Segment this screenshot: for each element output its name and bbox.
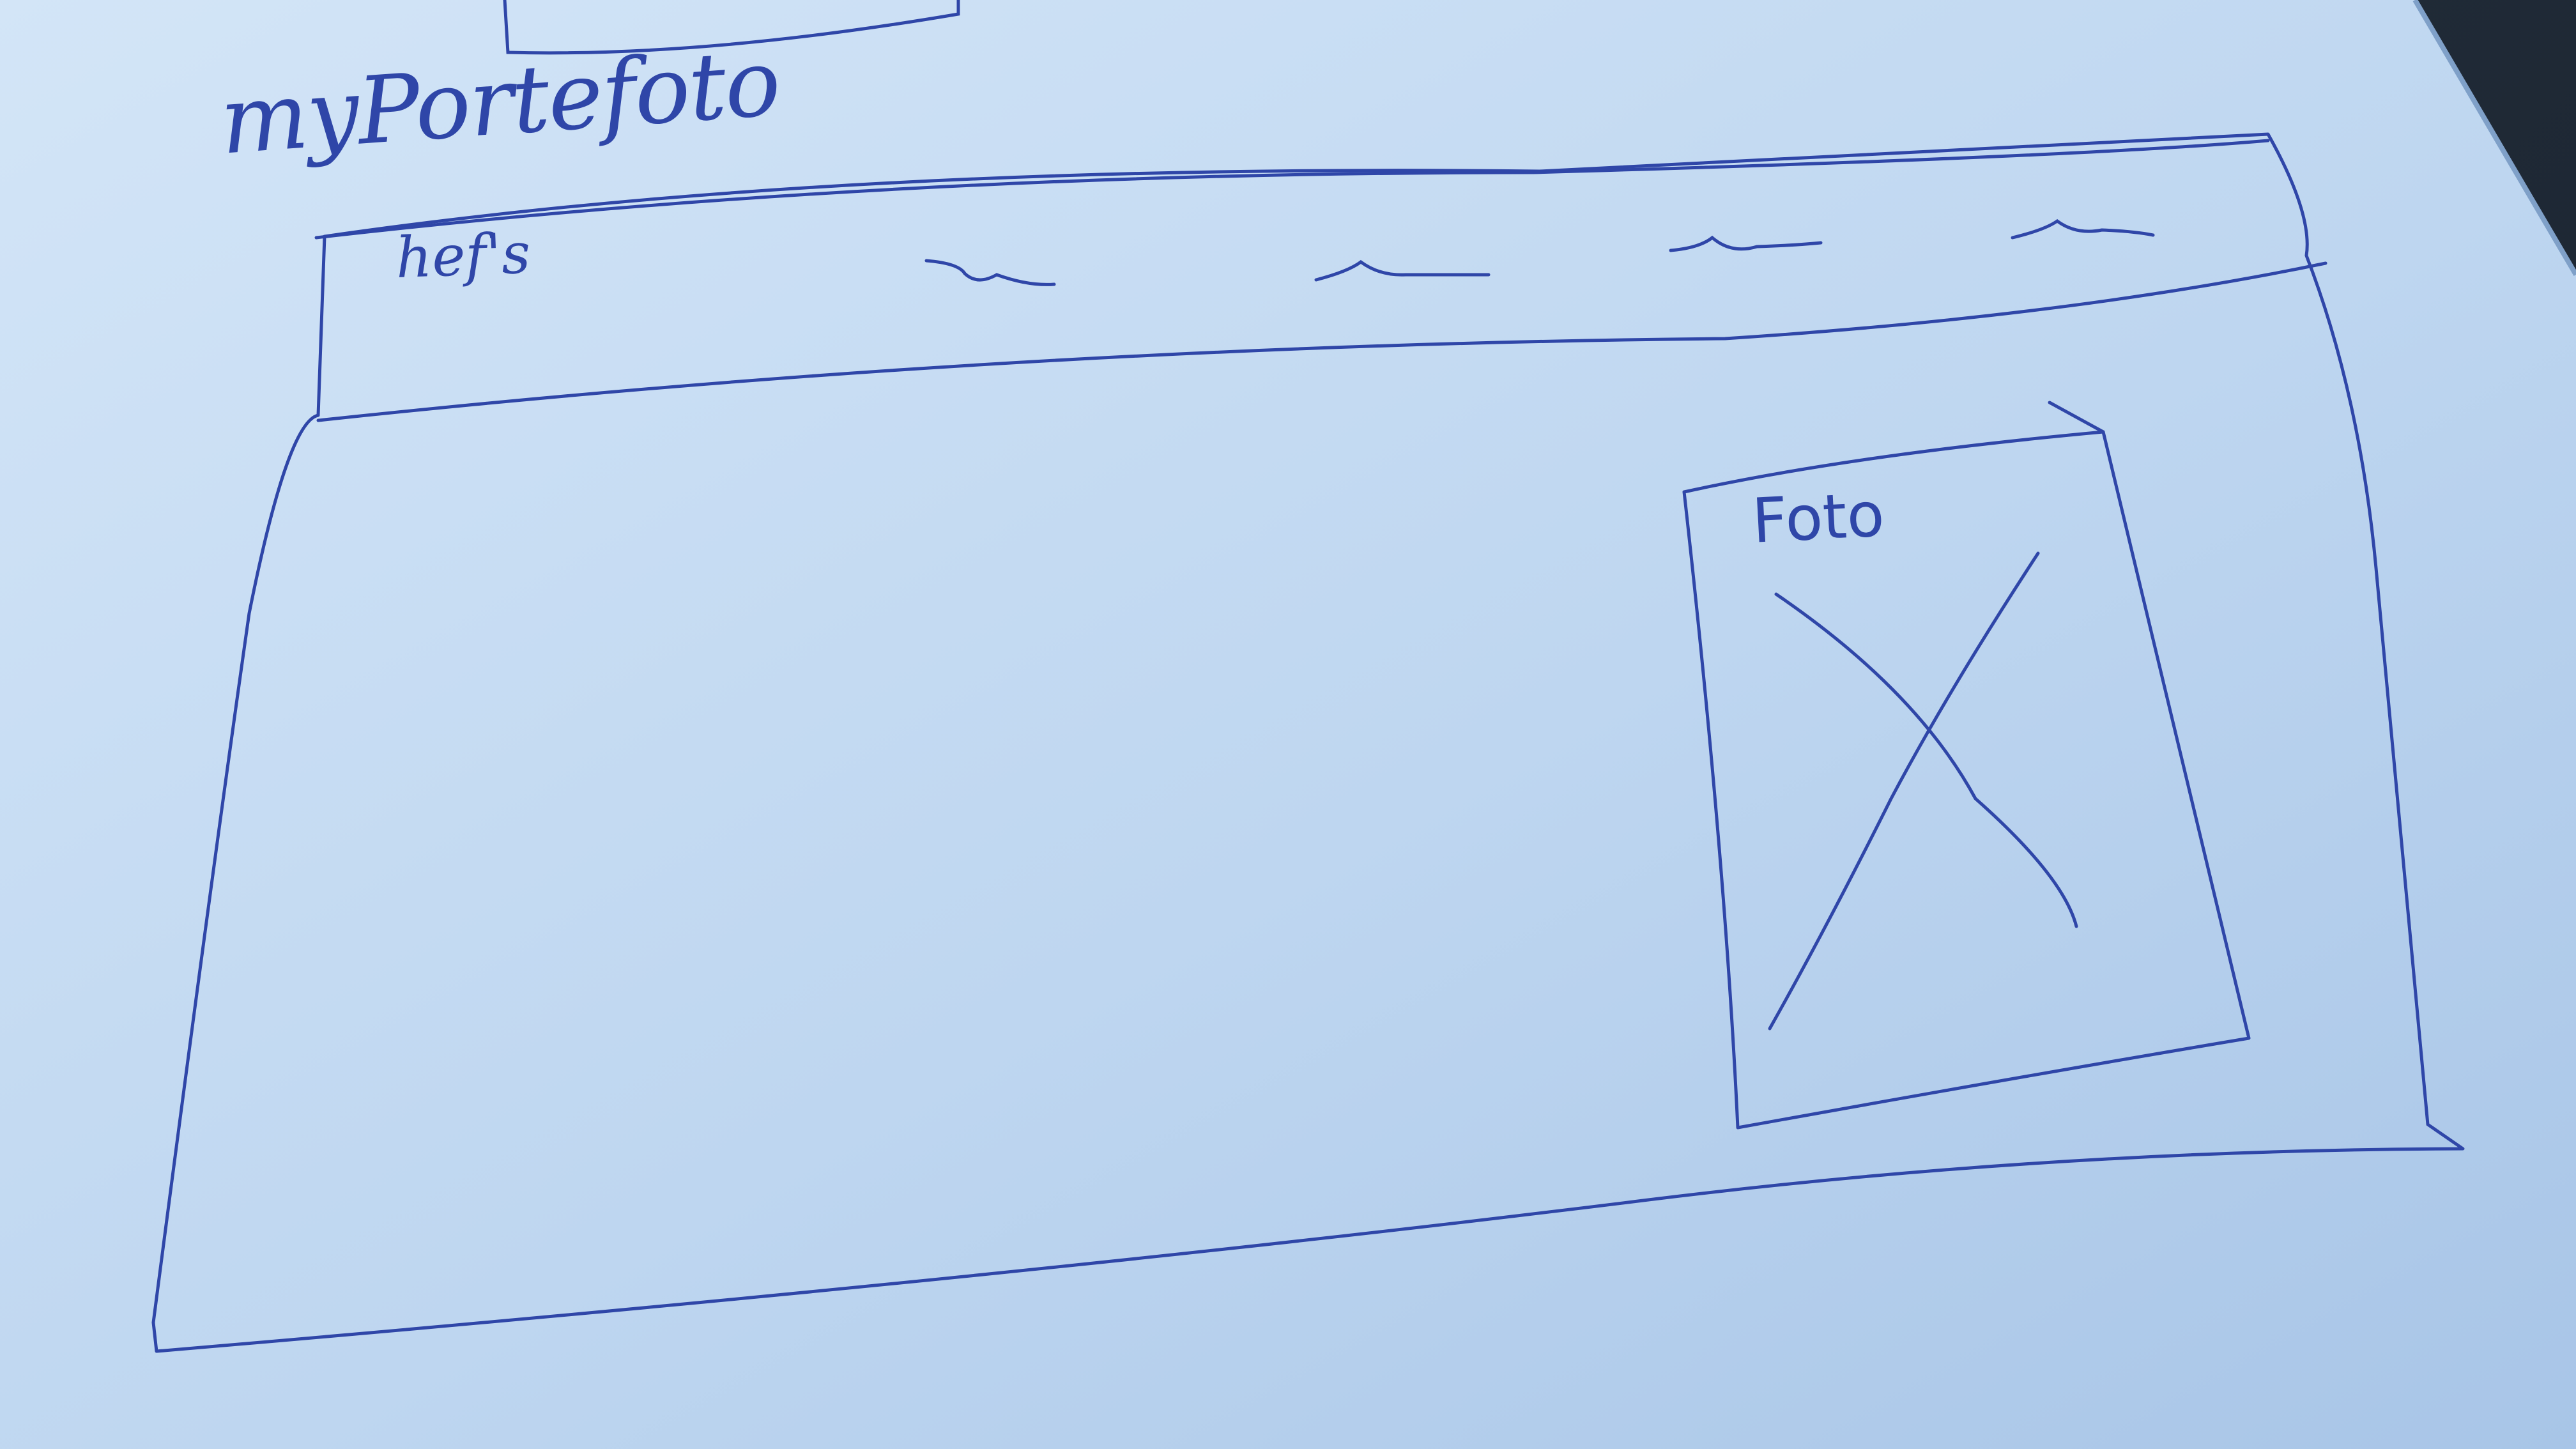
navbar-bottom-line	[316, 261, 2327, 422]
photo-frame-overshoot	[2048, 401, 2105, 434]
scribble-icon	[924, 259, 1056, 286]
scribble-icon	[1314, 259, 1491, 282]
photo-placeholder-label: Foto	[1750, 479, 1887, 557]
image-placeholder-icon	[1682, 401, 2251, 1130]
photo-cross-line-1	[1774, 592, 2078, 928]
nav-scribbles	[924, 218, 2155, 286]
scribble-icon	[1669, 235, 1823, 252]
scribble-icon	[2011, 218, 2155, 240]
top-box-sketch	[503, 0, 960, 55]
photo-frame	[1682, 430, 2251, 1130]
navbar-top-line	[314, 139, 2270, 240]
navbar-brand: hef's	[394, 220, 532, 291]
photo-cross-line-2	[1768, 551, 2040, 1031]
paper-edge-right	[2412, 0, 2576, 277]
outer-frame-sketch	[151, 132, 2465, 1353]
